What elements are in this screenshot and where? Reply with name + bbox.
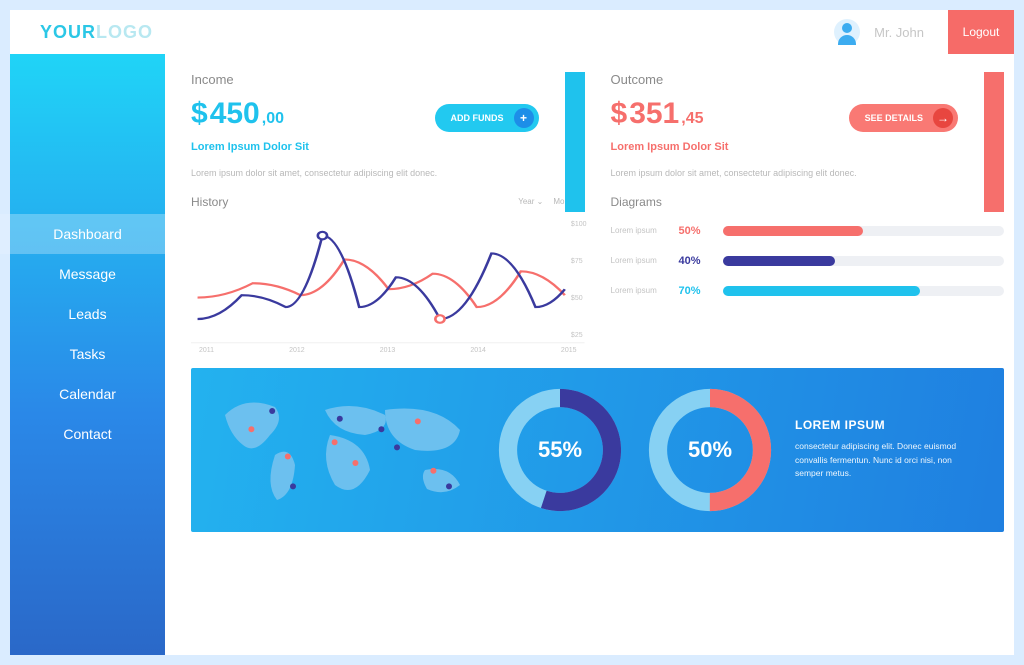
sidebar-item-tasks[interactable]: Tasks [10, 334, 165, 374]
bar-pct: 70% [679, 285, 711, 297]
bar-track [723, 226, 1005, 236]
world-map [215, 385, 475, 515]
logo: YOURLOGO [40, 22, 153, 43]
donut-1: 55% [495, 385, 625, 515]
income-amount-cents: ,00 [262, 110, 284, 128]
bar-pct: 50% [679, 225, 711, 237]
diagrams-panel: Diagrams Lorem ipsum50%Lorem ipsum40%Lor… [611, 195, 1005, 354]
history-panel: History Year ⌄ Month ⌄ $100$75$50$25 201… [191, 195, 585, 354]
income-subtitle: Lorem Ipsum Dolor Sit [191, 141, 555, 153]
sidebar: DashboardMessageLeadsTasksCalendarContac… [10, 54, 165, 655]
history-xaxis: 20112012201320142015 [191, 345, 585, 354]
outcome-amount-main: 351 [629, 97, 679, 131]
history-chart: $100$75$50$25 [191, 215, 585, 345]
logo-part-a: YOUR [40, 22, 96, 42]
add-funds-label: ADD FUNDS [451, 113, 504, 123]
avatar-icon[interactable] [834, 19, 860, 45]
bar-pct: 40% [679, 255, 711, 267]
year-select[interactable]: Year ⌄ [518, 197, 543, 206]
outcome-title: Outcome [611, 72, 975, 87]
bottom-desc: consectetur adipiscing elit. Donec euism… [795, 440, 980, 481]
outcome-amount-cents: ,45 [681, 110, 703, 128]
add-funds-button[interactable]: ADD FUNDS + [435, 104, 539, 132]
bar-track [723, 256, 1005, 266]
logo-part-b: LOGO [96, 22, 153, 42]
donut-2: 50% [645, 385, 775, 515]
bar-row: Lorem ipsum 70% [611, 285, 1005, 297]
history-title: History [191, 195, 228, 209]
outcome-currency: $ [611, 97, 628, 131]
income-desc: Lorem ipsum dolor sit amet, consectetur … [191, 167, 555, 181]
arrow-right-icon: → [933, 108, 953, 128]
outcome-card: Outcome $351,45 SEE DETAILS → Lorem Ipsu… [611, 72, 1005, 181]
bar-row: Lorem ipsum 50% [611, 225, 1005, 237]
sidebar-item-dashboard[interactable]: Dashboard [10, 214, 165, 254]
outcome-subtitle: Lorem Ipsum Dolor Sit [611, 141, 975, 153]
bar-row: Lorem ipsum 40% [611, 255, 1005, 267]
username: Mr. John [874, 25, 924, 40]
bar-label: Lorem ipsum [611, 286, 667, 295]
sidebar-item-contact[interactable]: Contact [10, 414, 165, 454]
bar-label: Lorem ipsum [611, 256, 667, 265]
bar-label: Lorem ipsum [611, 226, 667, 235]
see-details-button[interactable]: SEE DETAILS → [849, 104, 958, 132]
income-card: Income $450,00 ADD FUNDS + Lorem Ipsum D… [191, 72, 585, 181]
sidebar-item-calendar[interactable]: Calendar [10, 374, 165, 414]
diagrams-title: Diagrams [611, 195, 662, 209]
income-title: Income [191, 72, 555, 87]
logout-button[interactable]: Logout [948, 10, 1014, 54]
income-amount-main: 450 [210, 97, 260, 131]
plus-icon: + [514, 108, 534, 128]
outcome-desc: Lorem ipsum dolor sit amet, consectetur … [611, 167, 975, 181]
sidebar-item-leads[interactable]: Leads [10, 294, 165, 334]
header: YOURLOGO Mr. John Logout [10, 10, 1014, 54]
bottom-panel: 55% 50% LOREM IPSUM consectetur adipisci… [191, 368, 1004, 532]
bar-track [723, 286, 1005, 296]
outcome-stripe [984, 72, 1004, 212]
sidebar-item-message[interactable]: Message [10, 254, 165, 294]
bottom-title: LOREM IPSUM [795, 418, 980, 432]
income-stripe [565, 72, 585, 212]
income-currency: $ [191, 97, 208, 131]
bottom-text: LOREM IPSUM consectetur adipiscing elit.… [795, 418, 980, 481]
see-details-label: SEE DETAILS [865, 113, 923, 123]
